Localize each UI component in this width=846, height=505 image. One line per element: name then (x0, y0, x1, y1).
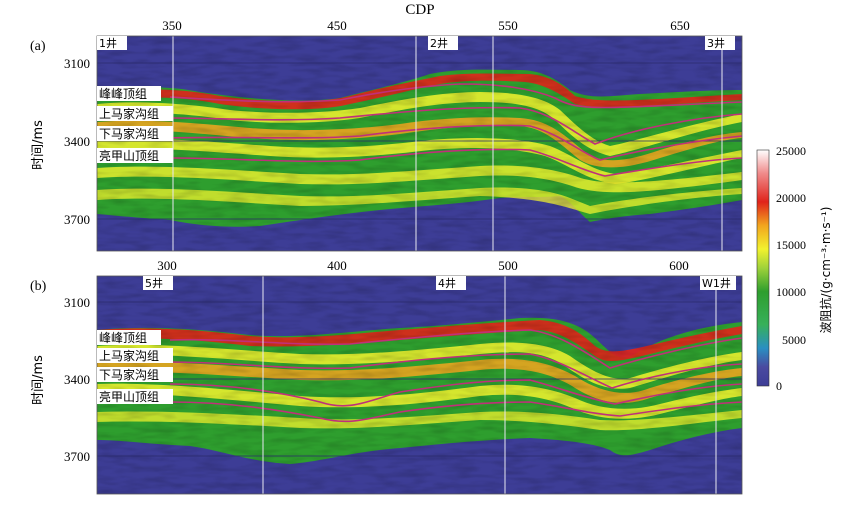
panel-a-well-lines (172, 36, 723, 251)
well-label-bg (428, 36, 458, 50)
panel-a-frame (96, 35, 743, 252)
colorbar-gradient (756, 149, 770, 387)
panel-b-frame (96, 275, 743, 495)
panel-b-horizon-lines (169, 329, 743, 423)
colorbar: 25000 20000 15000 10000 5000 0 波阻抗/(g·cm… (756, 144, 833, 393)
panel-b-xtick: 500 (498, 258, 518, 273)
horizon-label: 上马家沟组 (99, 106, 159, 121)
panel-b-xtick: 300 (157, 258, 177, 273)
panel-a-horizon-lines (169, 83, 743, 177)
panel-a-ytick: 3400 (64, 134, 90, 149)
colorbar-tick: 10000 (776, 285, 806, 299)
well-label-bg (705, 36, 735, 50)
panel-a-gridlines (97, 62, 742, 220)
colorbar-tick: 25000 (776, 144, 806, 158)
colorbar-title: 波阻抗/(g·cm⁻³·m·s⁻¹) (818, 207, 833, 334)
colorbar-tick: 5000 (782, 333, 806, 347)
panel-b: (b) 300 400 500 600 3100 3400 3700 时间/ms (30, 258, 743, 495)
horizon-label: 峰峰顶组 (99, 331, 147, 345)
panel-b-well-lines (262, 276, 717, 494)
well-label-bg (700, 276, 736, 290)
horizon-label: 峰峰顶组 (99, 87, 147, 101)
panel-a-xtick: 550 (498, 18, 518, 33)
panel-a-xtick: 650 (670, 18, 690, 33)
horizon-label: 上马家沟组 (99, 348, 159, 363)
panel-b-ylabel: 时间/ms (31, 355, 46, 405)
well-label-3: 3井 (707, 36, 725, 50)
horizon-label: 亮甲山顶组 (99, 389, 159, 404)
panel-b-plot (96, 275, 743, 495)
well-label-1: 1井 (99, 36, 117, 50)
panel-a-xtick: 450 (327, 18, 347, 33)
panel-b-gridlines (97, 301, 742, 457)
panel-b-xtick: 400 (327, 258, 347, 273)
panel-b-horizon-labels: 峰峰顶组 上马家沟组 下马家沟组 亮甲山顶组 (97, 330, 173, 404)
panel-b-ytick: 3700 (64, 449, 90, 464)
well-label-2: 2井 (430, 36, 448, 50)
panel-b-ytick: 3100 (64, 295, 90, 310)
panel-a-xtick: 350 (162, 18, 182, 33)
colorbar-tick: 0 (776, 379, 782, 393)
colorbar-tick: 20000 (776, 191, 806, 205)
well-label-bg (143, 276, 173, 290)
well-label-4: 4井 (438, 276, 456, 290)
panel-a-horizon-labels: 峰峰顶组 上马家沟组 下马家沟组 亮甲山顶组 (97, 86, 173, 163)
well-label-bg (97, 36, 127, 50)
panel-a-ylabel: 时间/ms (31, 120, 46, 170)
horizon-label: 亮甲山顶组 (99, 148, 159, 163)
panel-b-xtick: 600 (669, 258, 689, 273)
panel-b-well-labels: 5井 4井 W1井 (143, 276, 736, 290)
well-label-bg (436, 276, 466, 290)
panel-a-label: (a) (30, 39, 46, 54)
axis-title-cdp: CDP (405, 2, 434, 18)
horizon-label: 下马家沟组 (99, 126, 159, 141)
well-label-5: 5井 (145, 276, 163, 290)
panel-a-ytick: 3100 (64, 56, 90, 71)
panel-b-label: (b) (30, 279, 47, 294)
panel-b-ytick: 3400 (64, 372, 90, 387)
colorbar-tick: 15000 (776, 238, 806, 252)
well-label-w1: W1井 (702, 276, 731, 290)
panel-a-ytick: 3700 (64, 212, 90, 227)
horizon-label: 下马家沟组 (99, 367, 159, 382)
panel-a-plot (96, 35, 743, 252)
panel-a-texture (97, 36, 742, 251)
panel-a: (a) 350 450 550 650 3100 3400 3700 时间/ms (30, 18, 743, 252)
panel-a-well-labels: 1井 2井 3井 (97, 36, 735, 50)
